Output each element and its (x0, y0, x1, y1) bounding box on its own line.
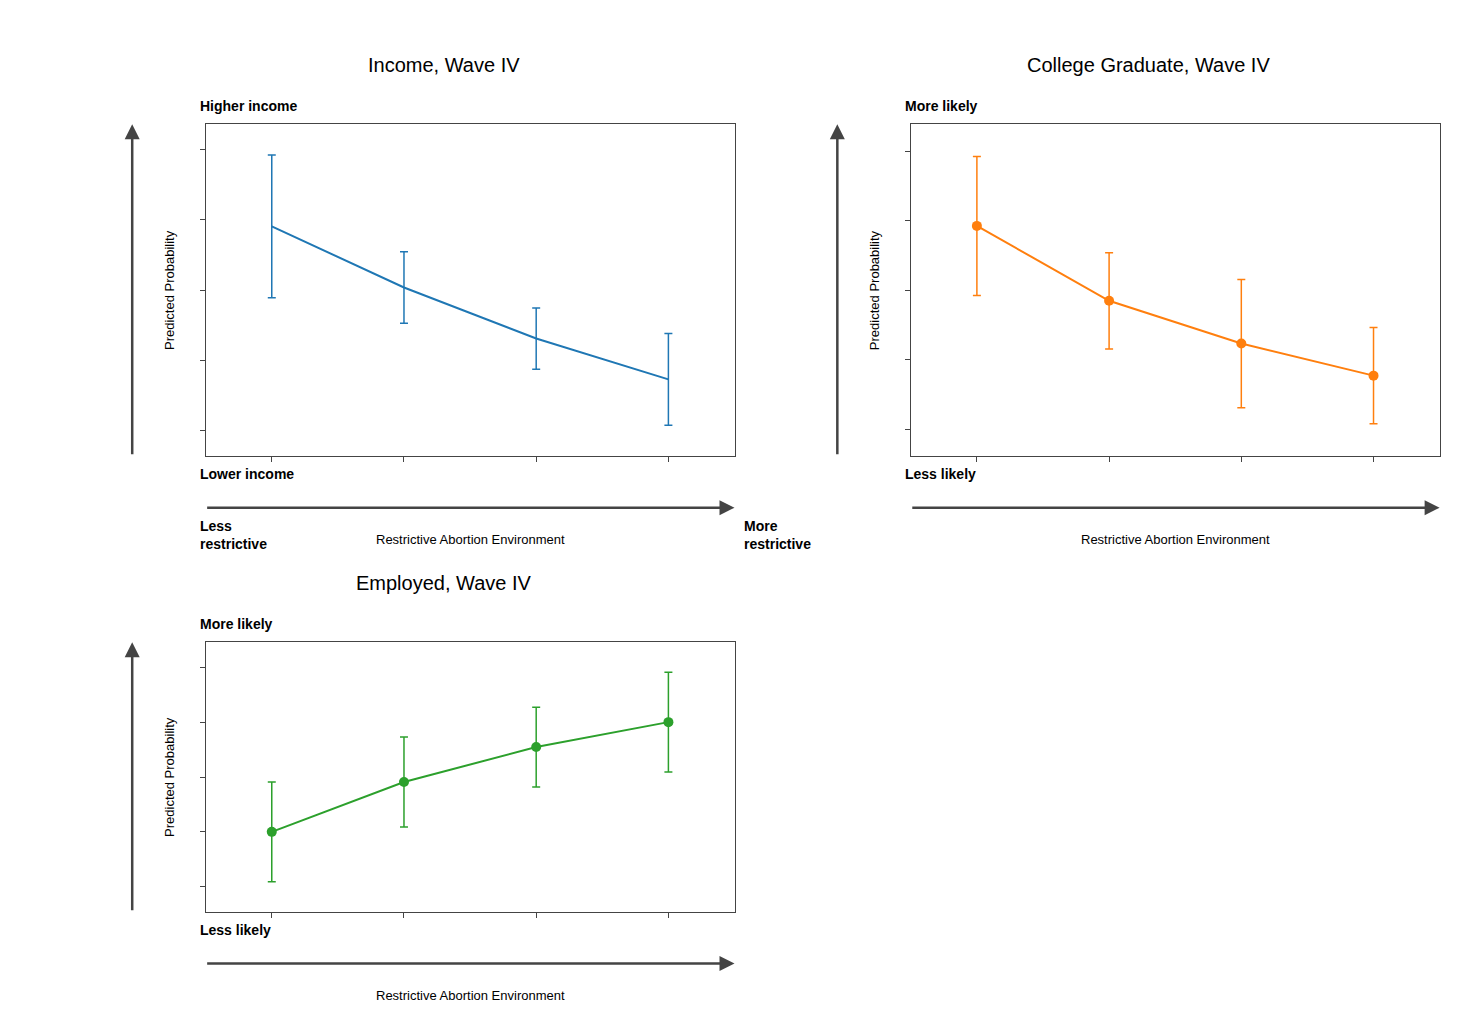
svg-text:Income, Wave IV: Income, Wave IV (368, 54, 520, 76)
svg-text:Higher income: Higher income (200, 98, 297, 114)
svg-text:Employed, Wave IV: Employed, Wave IV (356, 572, 532, 594)
svg-text:Less likely: Less likely (905, 466, 976, 482)
svg-text:Restrictive Abortion Environme: Restrictive Abortion Environment (376, 988, 565, 1003)
svg-text:College Graduate, Wave IV: College Graduate, Wave IV (1027, 54, 1270, 76)
svg-text:More likely: More likely (200, 616, 273, 632)
svg-text:Predicted Probability: Predicted Probability (867, 230, 882, 350)
svg-text:Restrictive Abortion Environme: Restrictive Abortion Environment (376, 532, 565, 547)
svg-text:Lower income: Lower income (200, 466, 294, 482)
svg-text:Less likely: Less likely (200, 922, 271, 938)
svg-text:Restrictive Abortion Environme: Restrictive Abortion Environment (1081, 532, 1270, 547)
svg-text:More likely: More likely (905, 98, 978, 114)
svg-text:Morerestrictive: Morerestrictive (744, 518, 811, 552)
svg-text:Lessrestrictive: Lessrestrictive (200, 518, 267, 552)
svg-text:Predicted Probability: Predicted Probability (162, 717, 177, 837)
svg-text:Predicted Probability: Predicted Probability (162, 230, 177, 350)
